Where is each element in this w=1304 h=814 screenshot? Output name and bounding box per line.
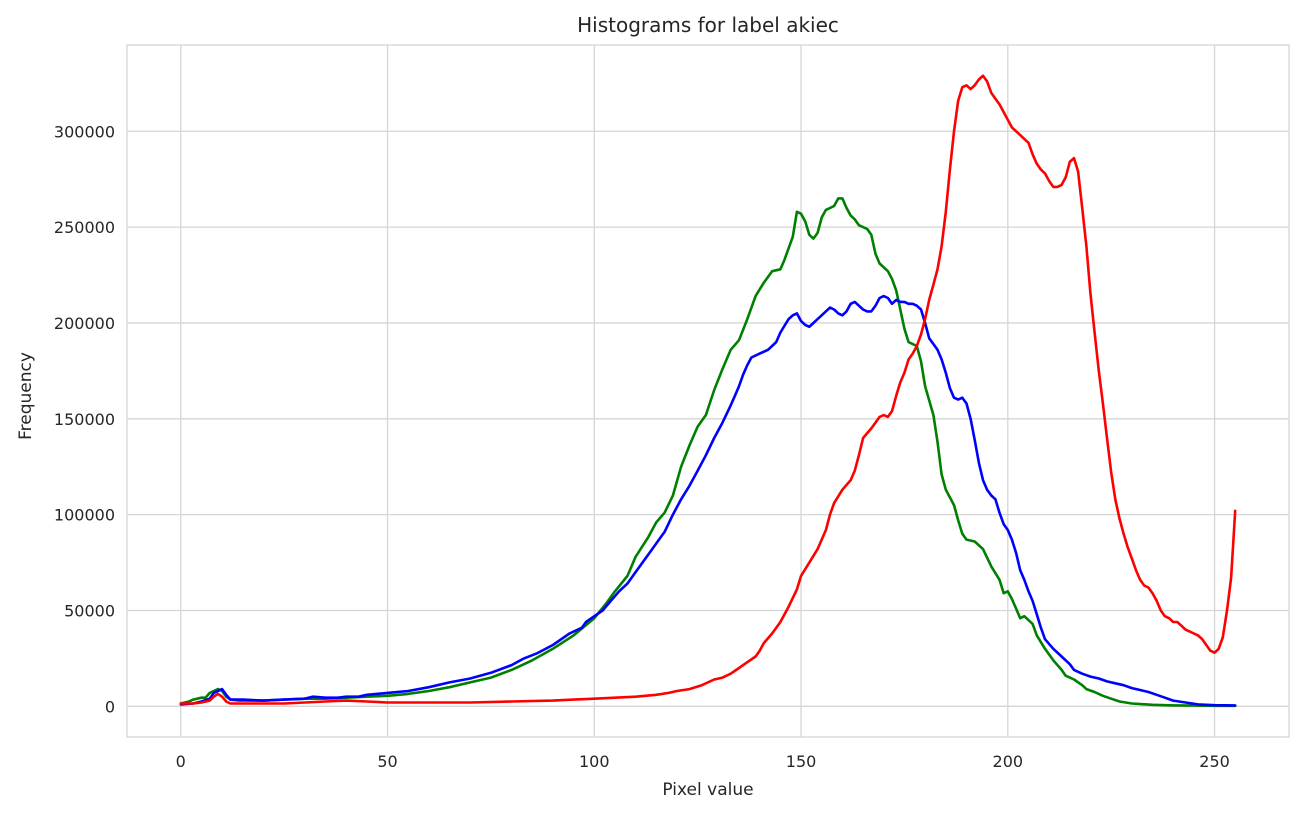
y-tick-label: 50000	[64, 601, 115, 620]
y-tick-label: 300000	[54, 122, 115, 141]
y-tick-label: 200000	[54, 314, 115, 333]
plot-frame	[126, 44, 1290, 738]
x-tick-label: 0	[176, 752, 186, 771]
grid-lines	[127, 45, 1289, 737]
chart-title: Histograms for label akiec	[577, 13, 839, 37]
y-tick-label: 250000	[54, 218, 115, 237]
y-tick-label: 100000	[54, 506, 115, 525]
series-line-1	[179, 197, 1237, 708]
y-tick-label: 150000	[54, 410, 115, 429]
x-tick-label: 150	[786, 752, 817, 771]
x-tick-labels: 0 50 100 150 200 250	[176, 752, 1230, 771]
x-tick-label: 250	[1199, 752, 1230, 771]
series-layer	[179, 74, 1237, 708]
x-tick-label: 50	[377, 752, 397, 771]
x-tick-label: 100	[579, 752, 610, 771]
y-tick-labels: 0 50000 100000 150000 200000 250000 300000	[54, 122, 115, 716]
x-tick-label: 200	[993, 752, 1024, 771]
series-line-2	[179, 294, 1237, 707]
y-tick-label: 0	[105, 697, 115, 716]
y-axis-label: Frequency	[16, 352, 36, 440]
x-axis-label: Pixel value	[662, 780, 753, 800]
series-line-3	[179, 74, 1237, 705]
